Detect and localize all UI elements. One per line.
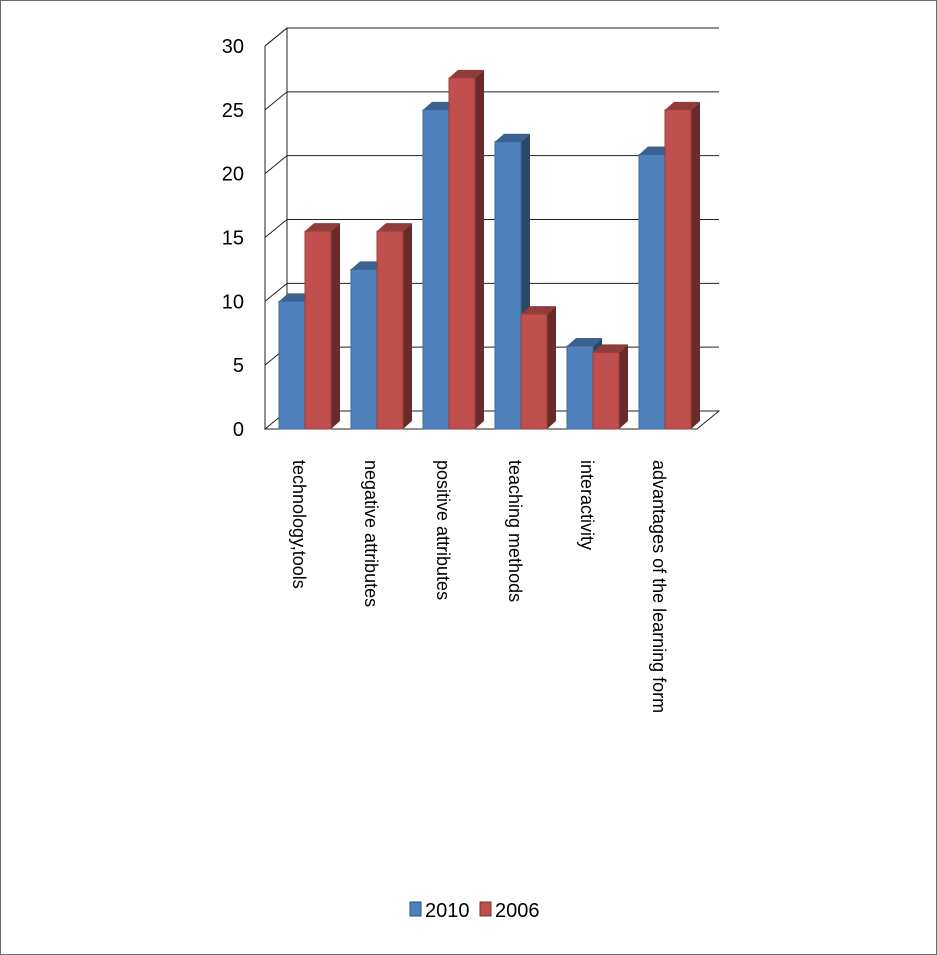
y-axis-ticks: 0 5 10 15 20 25 30 [222, 36, 244, 441]
legend-label: 2010 [425, 900, 470, 922]
legend-label: 2006 [495, 900, 540, 922]
bar-2006-2 [376, 223, 412, 430]
y-tick-label: 30 [222, 36, 244, 58]
gridline [264, 155, 719, 175]
legend-swatch [479, 901, 492, 917]
gridlines [264, 27, 719, 366]
legend: 2010 2006 [409, 900, 540, 922]
y-tick-label: 20 [222, 164, 244, 186]
x-category-label: positive attributes [433, 460, 453, 600]
gridline [264, 91, 719, 111]
y-tick-label: 25 [222, 100, 244, 122]
bar-2006-6 [664, 101, 700, 430]
x-category-label: interactivity [577, 460, 597, 550]
x-category-label: teaching methods [505, 460, 525, 602]
x-category-label: advantages of the learning form [649, 460, 669, 713]
y-tick-label: 10 [222, 291, 244, 313]
bar-2006-4 [520, 306, 556, 430]
gridline [264, 282, 719, 302]
bar-2006-3 [448, 69, 484, 430]
x-axis-labels: technology,tools negative attributes posit… [289, 460, 669, 713]
gridline [264, 219, 719, 238]
bars [278, 69, 700, 430]
legend-swatch [409, 901, 422, 917]
gridline [264, 27, 719, 47]
y-tick-label: 15 [222, 228, 244, 250]
x-category-label: technology,tools [289, 460, 309, 589]
x-category-label: negative attributes [361, 460, 381, 607]
bar-2006-1 [304, 223, 340, 430]
bar-2006-5 [592, 344, 628, 430]
y-tick-label: 5 [233, 355, 244, 377]
y-tick-label: 0 [233, 419, 244, 441]
